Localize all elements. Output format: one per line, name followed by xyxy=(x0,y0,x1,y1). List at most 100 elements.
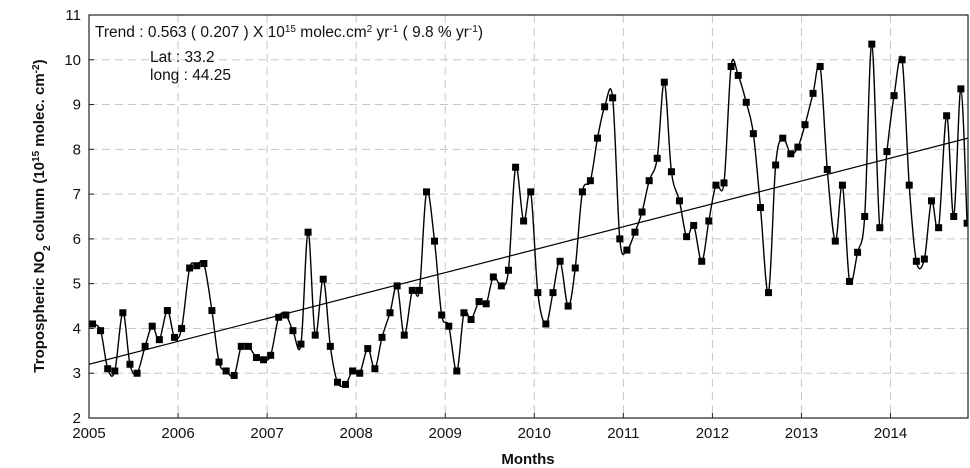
data-point xyxy=(356,369,364,377)
data-point xyxy=(854,248,862,256)
data-point xyxy=(163,307,171,315)
data-point xyxy=(393,282,401,290)
x-axis-label: Months xyxy=(501,451,554,468)
data-point xyxy=(364,345,372,353)
x-tick-label: 2006 xyxy=(161,425,194,442)
data-point xyxy=(200,260,208,268)
data-point xyxy=(155,336,163,344)
data-point xyxy=(779,134,787,142)
data-point xyxy=(883,148,891,156)
data-point xyxy=(823,165,831,173)
data-point xyxy=(943,112,951,120)
data-point xyxy=(831,237,839,245)
data-point xyxy=(571,264,579,272)
data-point xyxy=(586,177,594,185)
data-point xyxy=(170,333,178,341)
series-line xyxy=(92,43,968,388)
data-point xyxy=(97,327,105,335)
text-part: ) xyxy=(31,59,48,64)
data-point xyxy=(638,208,646,216)
grid xyxy=(88,14,968,419)
data-point xyxy=(927,197,935,205)
lat-label: Lat : 33.2 xyxy=(150,49,215,66)
data-point xyxy=(208,307,216,315)
data-point xyxy=(445,322,453,330)
y-tick-label: 5 xyxy=(73,276,81,293)
trend-line xyxy=(89,137,968,365)
data-point xyxy=(453,367,461,375)
data-point xyxy=(787,150,795,158)
data-point xyxy=(260,356,268,364)
x-tick-label: 2011 xyxy=(607,425,639,442)
x-tick-label: 2013 xyxy=(785,425,818,442)
text-part: ) xyxy=(478,24,483,41)
data-point xyxy=(275,313,283,321)
script-text: -1 xyxy=(389,24,398,35)
data-point xyxy=(963,219,968,227)
data-point xyxy=(756,204,764,212)
y-tick-label: 9 xyxy=(73,97,81,114)
x-tick-label: 2010 xyxy=(518,425,551,442)
data-point xyxy=(601,103,609,111)
data-point xyxy=(215,358,223,366)
y-tick-label: 11 xyxy=(65,7,81,24)
data-point xyxy=(341,380,349,388)
text-part: Tropospheric NO xyxy=(31,251,48,373)
y-axis-label: Tropospheric NO2 column (1015 molec. cm-… xyxy=(31,59,53,372)
data-point xyxy=(765,289,773,297)
data-point xyxy=(319,275,327,283)
data-point xyxy=(126,360,134,368)
data-point xyxy=(772,161,780,169)
data-point xyxy=(193,262,201,270)
data-point xyxy=(326,342,334,350)
text-part: column (10 xyxy=(31,162,48,245)
y-tick-label: 3 xyxy=(73,365,81,382)
data-point xyxy=(838,181,846,189)
data-point xyxy=(734,71,742,79)
data-point xyxy=(512,163,520,171)
y-tick-label: 2 xyxy=(73,410,81,427)
script-text: 2 xyxy=(367,24,373,35)
data-point xyxy=(467,315,475,323)
data-point xyxy=(698,257,706,265)
data-point xyxy=(794,143,802,151)
x-tick-label: 2008 xyxy=(339,425,372,442)
x-tick-label: 2012 xyxy=(696,425,729,442)
data-point xyxy=(846,277,854,285)
text-part: molec. cm xyxy=(31,73,48,151)
y-tick-label: 7 xyxy=(73,186,81,203)
data-point xyxy=(868,40,876,48)
data-point xyxy=(475,298,483,306)
data-point xyxy=(415,286,423,294)
x-tick-label: 2007 xyxy=(250,425,283,442)
y-tick-label: 8 xyxy=(73,141,81,158)
data-point xyxy=(244,342,252,350)
data-point xyxy=(504,266,512,274)
data-point xyxy=(675,197,683,205)
x-tick-label: 2005 xyxy=(72,425,105,442)
data-point xyxy=(564,302,572,310)
data-point xyxy=(133,369,141,377)
data-point xyxy=(371,365,379,373)
script-text: 15 xyxy=(31,150,42,162)
data-point xyxy=(489,273,497,281)
data-point xyxy=(482,300,490,308)
data-point xyxy=(289,327,297,335)
data-point xyxy=(749,130,757,138)
data-point xyxy=(631,228,639,236)
data-point xyxy=(653,154,661,162)
text-part: yr xyxy=(372,24,389,41)
data-point xyxy=(542,320,550,328)
x-tick-label: 2009 xyxy=(429,425,462,442)
data-point xyxy=(667,168,675,176)
data-point xyxy=(801,121,809,129)
data-point xyxy=(267,351,275,359)
data-point xyxy=(905,181,913,189)
data-point xyxy=(816,62,824,70)
data-point xyxy=(623,246,631,254)
data-point xyxy=(386,309,394,317)
data-point xyxy=(252,354,260,362)
data-point xyxy=(460,309,468,317)
data-point xyxy=(683,233,691,241)
y-tick-label: 10 xyxy=(64,52,81,69)
